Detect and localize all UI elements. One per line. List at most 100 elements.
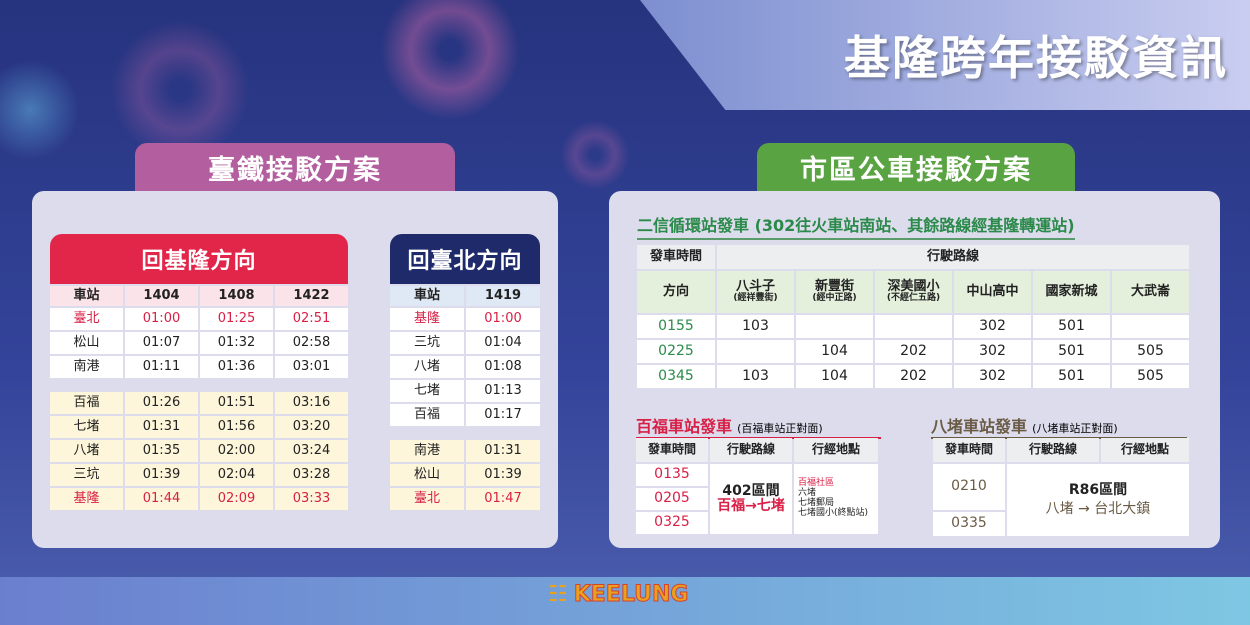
direction-name: 國家新城 [1045, 283, 1098, 299]
baifu-title: 百福車站發車 [636, 417, 733, 436]
direction-name: 大武崙 [1130, 283, 1170, 299]
departure-time-cell: 0225 [637, 340, 715, 363]
route-number-cell: 501 [1033, 340, 1110, 363]
rail-tab: 臺鐵接駁方案 [135, 143, 455, 191]
spacer [50, 380, 123, 390]
station-cell: 臺北 [390, 488, 464, 510]
time-cell: 03:24 [275, 440, 348, 462]
badu-note: (八堵車站正對面) [1032, 422, 1118, 435]
departure-time-cell: 0205 [636, 488, 708, 510]
direction-name: 深美國小 [887, 278, 940, 294]
time-cell: 01:26 [125, 392, 198, 414]
time-cell: 01:31 [125, 416, 198, 438]
footer-bar [0, 577, 1250, 625]
station-cell: 松山 [390, 464, 464, 486]
stop-item: 六堵 [798, 488, 817, 499]
direction-cell: 八斗子 (經祥豐街) [717, 271, 794, 313]
direction-note: (不經仁五路) [886, 293, 941, 304]
route-number-cell: 505 [1112, 365, 1189, 388]
time-cell: 01:00 [466, 308, 540, 330]
time-cell: 01:08 [466, 356, 540, 378]
time-header: 發車時間 [637, 245, 715, 269]
spacer [466, 428, 540, 438]
direction-note: (經中正路) [812, 293, 857, 304]
direction-header: 方向 [637, 271, 715, 313]
time-cell: 01:04 [466, 332, 540, 354]
page-title: 基隆跨年接駁資訊 [844, 31, 1228, 85]
badu-title-block: 八堵車站發車 (八堵車站正對面) [931, 413, 1187, 439]
column-header: 行駛路線 [710, 438, 792, 462]
time-cell: 01:35 [125, 440, 198, 462]
station-cell: 八堵 [50, 440, 123, 462]
time-cell: 01:36 [200, 356, 273, 378]
station-cell: 八堵 [390, 356, 464, 378]
station-cell: 南港 [50, 356, 123, 378]
time-cell: 02:09 [200, 488, 273, 510]
to-taipei-header: 回臺北方向 [390, 234, 540, 284]
route-number-cell: 104 [796, 340, 873, 363]
direction-name: 新豐街 [814, 278, 854, 294]
column-header: 1419 [466, 286, 540, 306]
firework-decoration [560, 120, 630, 190]
time-cell: 03:33 [275, 488, 348, 510]
column-header: 行經地點 [1101, 438, 1189, 462]
departure-time-cell: 0135 [636, 464, 708, 486]
badu-table: 發車時間 行駛路線 行經地點 0210 0335 R86區間 八堵 → 台北大鎮 [933, 438, 1189, 536]
time-cell: 02:04 [200, 464, 273, 486]
direction-cell: 國家新城 [1033, 271, 1110, 313]
column-header: 1408 [200, 286, 273, 306]
erxin-table: 發車時間 行駛路線 方向 八斗子 (經祥豐街) 新豐街 (經中正路) 深美國小 (不經仁五路) 中… [637, 245, 1189, 388]
station-cell: 三坑 [50, 464, 123, 486]
spacer [390, 428, 464, 438]
route-path: 百福→七堵 [717, 498, 785, 514]
bus-tab: 市區公車接駁方案 [757, 143, 1075, 191]
departure-time-cell: 0155 [637, 315, 715, 338]
route-number-cell: 103 [717, 315, 794, 338]
column-header: 行駛路線 [1007, 438, 1099, 462]
route-number-cell: 202 [875, 340, 952, 363]
firework-decoration [110, 20, 250, 160]
time-cell: 01:51 [200, 392, 273, 414]
time-cell: 03:16 [275, 392, 348, 414]
direction-name: 中山高中 [966, 283, 1019, 299]
time-cell: 02:58 [275, 332, 348, 354]
title-banner [640, 0, 1250, 110]
direction-cell: 大武崙 [1112, 271, 1189, 313]
station-cell: 南港 [390, 440, 464, 462]
column-header: 行經地點 [794, 438, 878, 462]
column-header: 1404 [125, 286, 198, 306]
route-number-cell: 104 [796, 365, 873, 388]
column-header: 車站 [390, 286, 464, 306]
direction-name: 八斗子 [735, 278, 775, 294]
time-cell: 01:32 [200, 332, 273, 354]
time-cell: 03:28 [275, 464, 348, 486]
time-cell: 02:51 [275, 308, 348, 330]
firework-decoration [380, 0, 520, 120]
direction-cell: 新豐街 (經中正路) [796, 271, 873, 313]
time-cell: 01:00 [125, 308, 198, 330]
station-cell: 七堵 [50, 416, 123, 438]
stop-item: 七堵郵局 [798, 498, 835, 508]
station-cell: 臺北 [50, 308, 123, 330]
column-header: 1422 [275, 286, 348, 306]
station-cell: 百福 [50, 392, 123, 414]
route-number-cell: 302 [954, 340, 1031, 363]
stop-item: 七堵國小(終點站) [798, 507, 869, 518]
direction-cell: 中山高中 [954, 271, 1031, 313]
time-cell: 02:00 [200, 440, 273, 462]
route-header: 行駛路線 [717, 245, 1189, 269]
spacer [275, 380, 348, 390]
time-cell: 01:47 [466, 488, 540, 510]
direction-note: (經祥豐街) [733, 293, 778, 304]
departure-time-cell: 0210 [933, 464, 1005, 510]
spacer [200, 380, 273, 390]
time-cell: 01:31 [466, 440, 540, 462]
route-number-cell: 505 [1112, 340, 1189, 363]
station-cell: 基隆 [390, 308, 464, 330]
column-header: 發車時間 [933, 438, 1005, 462]
route-number-cell: 501 [1033, 365, 1110, 388]
logo-text: KEELUNG [573, 582, 689, 608]
logo-icon: ☷ [548, 582, 568, 607]
departure-time-cell: 0335 [933, 512, 1005, 536]
keelung-logo: ☷ KEELUNG [548, 582, 689, 608]
